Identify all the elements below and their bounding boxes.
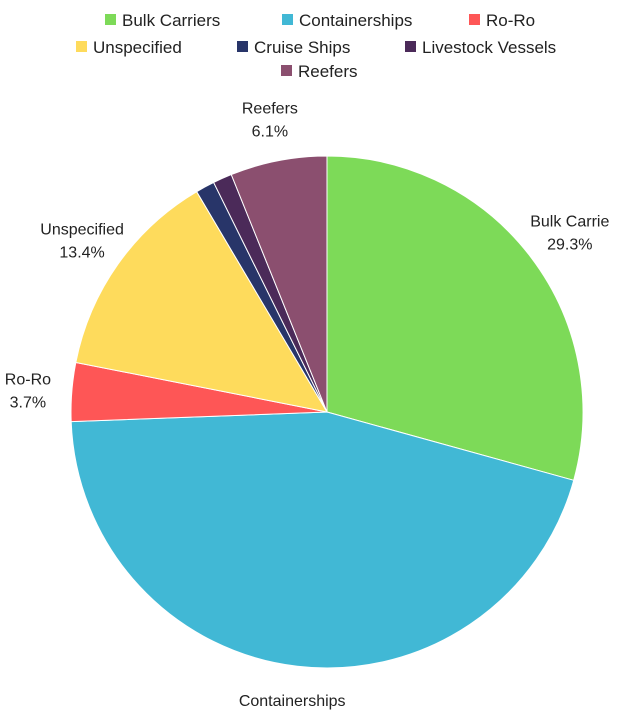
- pie-slices: [70, 155, 584, 669]
- legend-label-containerships: Containerships: [299, 11, 412, 30]
- legend-item-livestock-vessels[interactable]: Livestock Vessels: [405, 38, 556, 57]
- legend-swatch-livestock-vessels: [405, 41, 416, 52]
- legend-label-ro-ro: Ro-Ro: [486, 11, 535, 30]
- legend-item-cruise-ships[interactable]: Cruise Ships: [237, 38, 350, 57]
- legend-swatch-cruise-ships: [237, 41, 248, 52]
- legend-item-bulk-carriers[interactable]: Bulk Carriers: [105, 11, 220, 30]
- legend: Bulk Carriers Containerships Ro-Ro Unspecif…: [76, 11, 556, 81]
- legend-item-unspecified[interactable]: Unspecified: [76, 38, 182, 57]
- legend-item-ro-ro[interactable]: Ro-Ro: [469, 11, 535, 30]
- legend-swatch-unspecified: [76, 41, 87, 52]
- slice-percent-unspecified: 13.4%: [59, 245, 104, 262]
- slice-label-bulk-carriers: Bulk Carrie: [530, 213, 609, 230]
- legend-swatch-bulk-carriers: [105, 14, 116, 25]
- legend-swatch-containerships: [282, 14, 293, 25]
- slice-label-ro-ro: Ro-Ro: [5, 372, 51, 389]
- slice-labels: Bulk Carrie29.3%Containerships45.1%Ro-Ro…: [5, 101, 610, 711]
- legend-label-bulk-carriers: Bulk Carriers: [122, 11, 220, 30]
- slice-percent-bulk-carriers: 29.3%: [547, 236, 592, 253]
- slice-label-reefers: Reefers: [242, 101, 298, 118]
- legend-swatch-ro-ro: [469, 14, 480, 25]
- legend-label-unspecified: Unspecified: [93, 38, 182, 57]
- legend-item-reefers[interactable]: Reefers: [281, 62, 358, 81]
- slice-label-containerships: Containerships: [239, 693, 346, 710]
- pie-slice-containerships[interactable]: [70, 411, 575, 669]
- pie-slice-bulk-carriers[interactable]: [326, 155, 584, 481]
- legend-label-reefers: Reefers: [298, 62, 358, 81]
- legend-label-cruise-ships: Cruise Ships: [254, 38, 350, 57]
- slice-percent-reefers: 6.1%: [252, 124, 288, 141]
- legend-item-containerships[interactable]: Containerships: [282, 11, 412, 30]
- legend-label-livestock-vessels: Livestock Vessels: [422, 38, 556, 57]
- pie-slice-reefers[interactable]: [230, 155, 328, 413]
- slice-percent-ro-ro: 3.7%: [10, 395, 46, 412]
- legend-swatch-reefers: [281, 65, 292, 76]
- pie-slice-unspecified[interactable]: [75, 190, 328, 413]
- slice-label-unspecified: Unspecified: [40, 222, 124, 239]
